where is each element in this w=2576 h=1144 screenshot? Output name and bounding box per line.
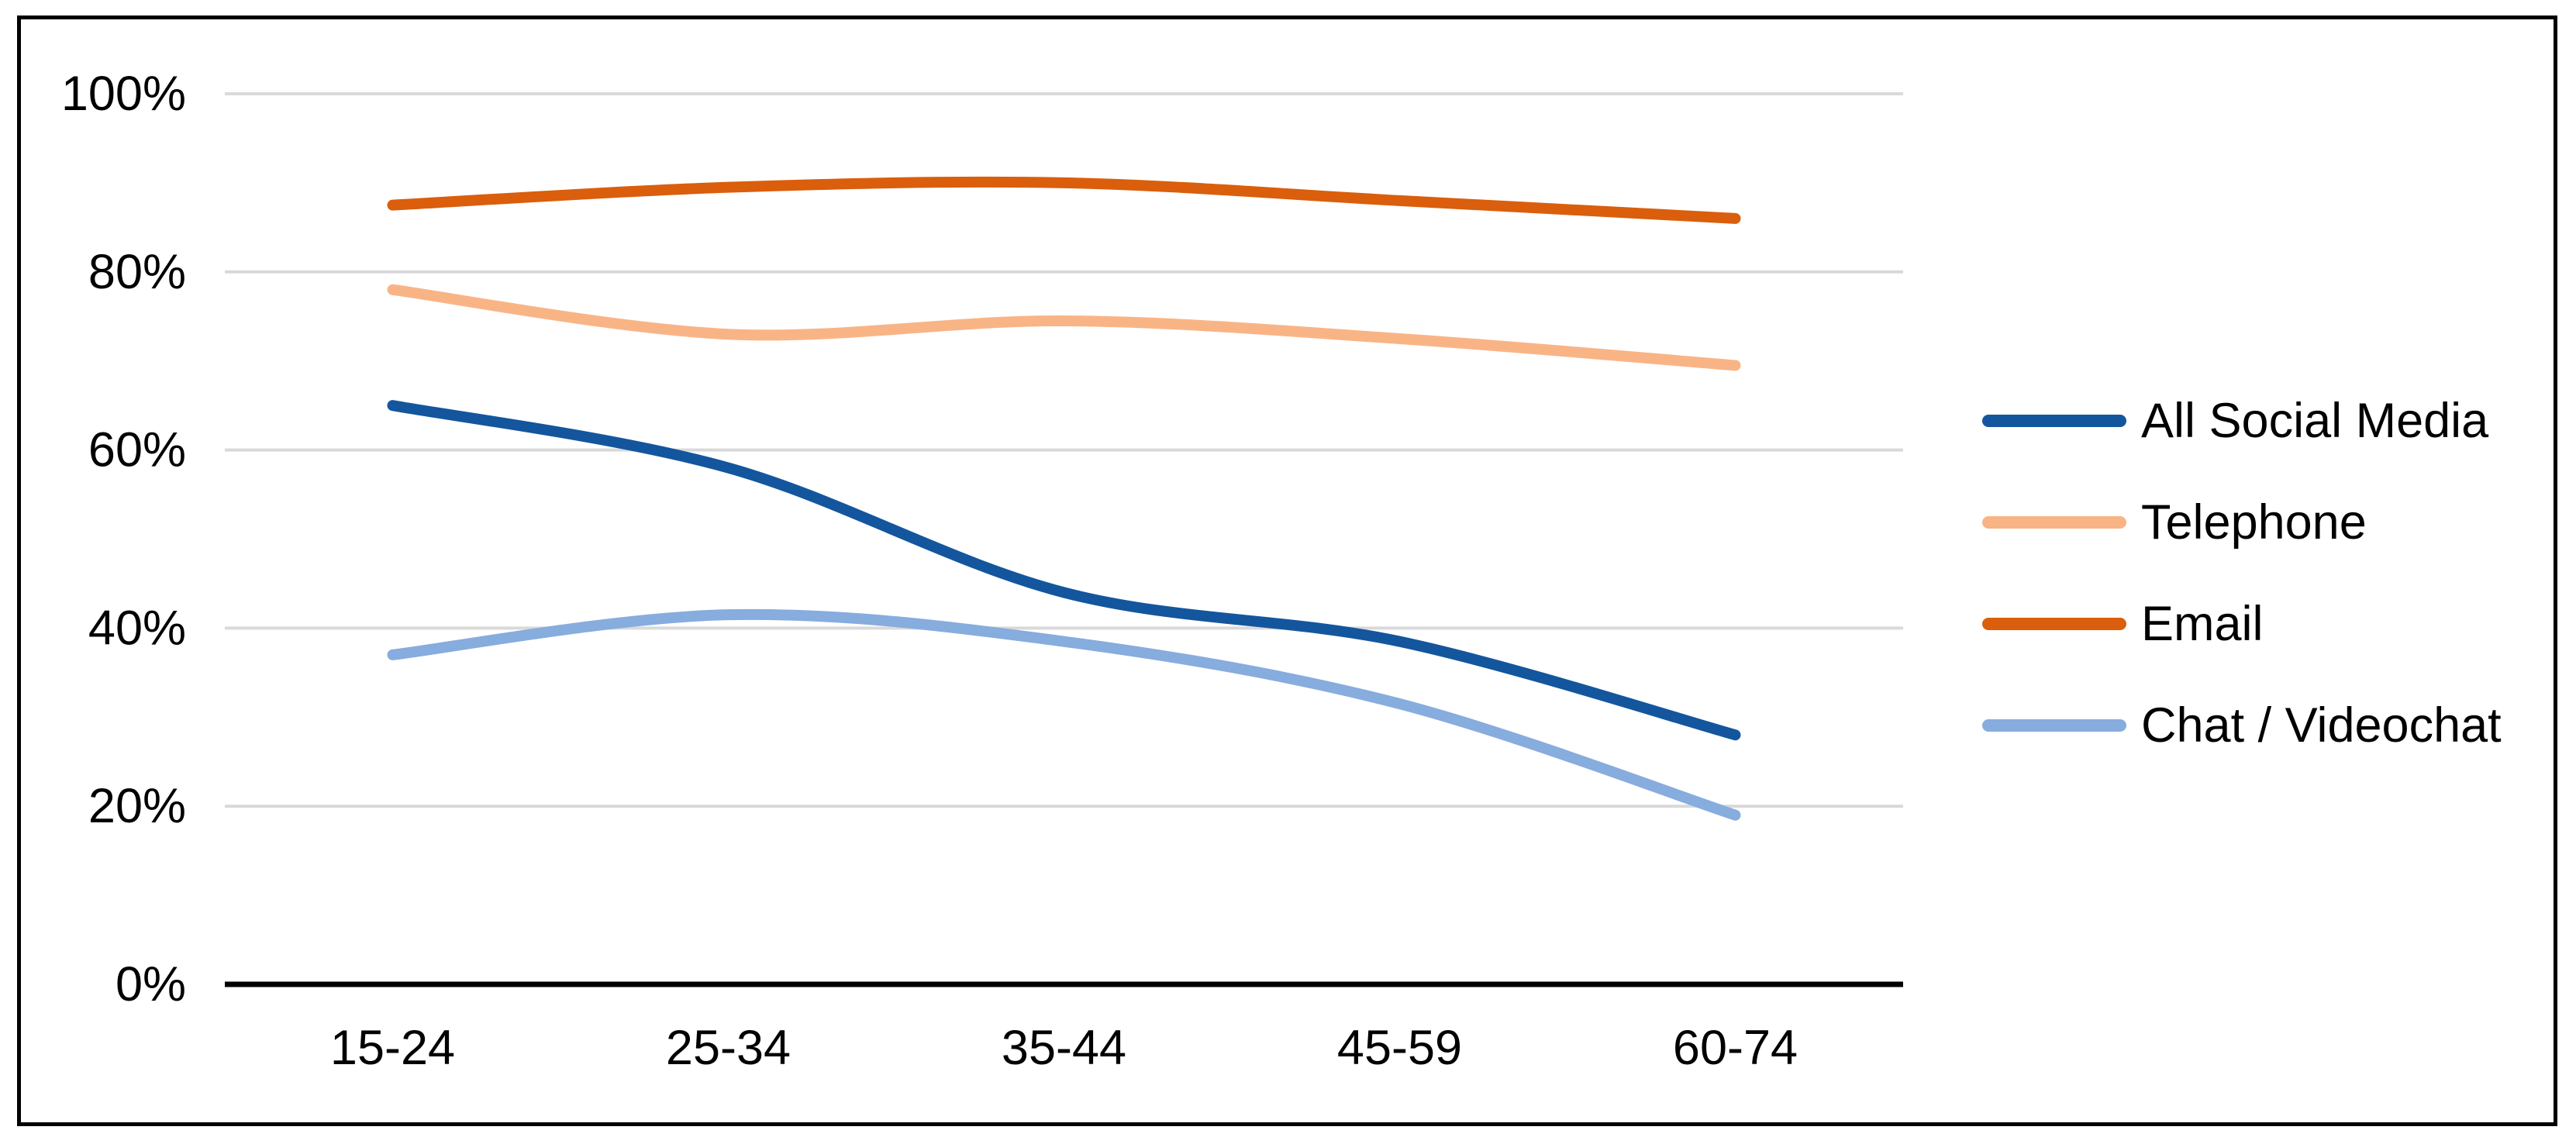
y-tick-label: 0% bbox=[116, 957, 186, 1011]
series-line-all-social-media bbox=[387, 400, 1741, 741]
legend-item: Telephone bbox=[1982, 495, 2367, 550]
legend-item: Chat / Videochat bbox=[1982, 698, 2502, 753]
legend-item: Email bbox=[1982, 597, 2264, 651]
series-line-telephone bbox=[387, 284, 1741, 371]
series-line-email bbox=[387, 176, 1741, 224]
x-tick-label: 15-24 bbox=[330, 1021, 455, 1075]
y-tick-label: 100% bbox=[61, 67, 186, 121]
y-tick-label: 20% bbox=[88, 779, 186, 833]
y-axis-labels: 0% 20% 40% 60% 80% 100% bbox=[61, 67, 186, 1011]
y-tick-label: 80% bbox=[88, 245, 186, 299]
legend-item: All Social Media bbox=[1982, 394, 2489, 448]
x-tick-label: 35-44 bbox=[1002, 1021, 1126, 1075]
x-axis-labels: 15-24 25-34 35-44 45-59 60-74 bbox=[330, 1021, 1798, 1075]
x-tick-label: 25-34 bbox=[666, 1021, 791, 1075]
legend: All Social Media Telephone Email Chat / Vid… bbox=[1982, 394, 2502, 753]
y-tick-label: 40% bbox=[88, 601, 186, 655]
legend-label: Email bbox=[2141, 597, 2264, 651]
legend-label: Chat / Videochat bbox=[2141, 698, 2502, 753]
x-tick-label: 45-59 bbox=[1337, 1021, 1462, 1075]
legend-label: All Social Media bbox=[2141, 394, 2489, 448]
series-lines bbox=[387, 176, 1741, 821]
legend-label: Telephone bbox=[2141, 495, 2367, 550]
y-tick-label: 60% bbox=[88, 423, 186, 477]
x-tick-label: 60-74 bbox=[1673, 1021, 1798, 1075]
figure-border bbox=[17, 16, 2557, 1126]
series-line-chat-videochat bbox=[387, 608, 1741, 821]
gridlines bbox=[225, 92, 1903, 808]
